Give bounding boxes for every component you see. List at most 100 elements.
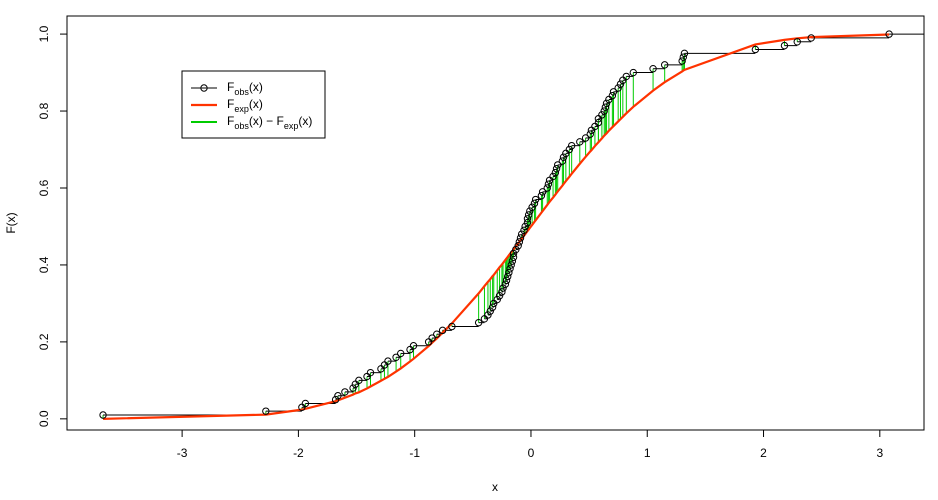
observed-point (334, 392, 342, 400)
x-tick-label: 2 (760, 446, 767, 460)
y-tick-label: 1.0 (37, 25, 51, 42)
observed-point (552, 165, 561, 173)
observed-point (565, 145, 574, 154)
observed-point (514, 242, 522, 250)
plot-frame (66, 15, 925, 431)
observed-point (474, 318, 483, 327)
observed-point (517, 230, 526, 238)
legend-point (200, 84, 208, 92)
legend-label: Fobs(x) (227, 80, 263, 97)
observed-point (649, 65, 657, 73)
observed-point (498, 288, 506, 296)
observed-point (484, 311, 492, 319)
observed-point (559, 153, 568, 161)
observed-point (341, 388, 349, 396)
y-tick-label: 0.6 (37, 179, 51, 196)
x-tick-label: 1 (644, 446, 651, 460)
observed-point (622, 72, 631, 81)
observed-point (502, 276, 511, 285)
observed-point (520, 226, 528, 235)
observed-point (600, 107, 608, 115)
observed-point (551, 168, 560, 177)
observed-point (614, 84, 622, 92)
observed-point (793, 38, 801, 46)
observed-point (512, 245, 520, 254)
observed-point (366, 368, 375, 377)
observed-point (523, 218, 532, 227)
observed-point (384, 357, 392, 365)
observed-point (504, 272, 512, 281)
observed-point (567, 141, 576, 150)
observed-point (609, 88, 618, 96)
observed-point (99, 411, 107, 419)
observed-point (679, 53, 687, 61)
y-tick-label: 0.8 (37, 102, 51, 119)
observed-point (508, 257, 517, 265)
observed-point (581, 134, 590, 142)
observed-point (428, 334, 436, 342)
legend-label: Fobs(x) − Fexp(x) (227, 114, 312, 131)
observed-point (629, 68, 637, 77)
y-tick-label: 0.0 (37, 410, 51, 427)
x-tick-label: -1 (409, 446, 420, 460)
observed-point (538, 188, 547, 196)
observed-point (537, 191, 546, 200)
observed-point (505, 268, 513, 277)
observed-point (594, 118, 603, 127)
observed-point (544, 180, 553, 188)
observed-point (262, 407, 270, 415)
observed-point (586, 130, 594, 138)
x-tick-label: 3 (876, 446, 883, 460)
observed-point (680, 49, 689, 58)
y-tick-label: 0.2 (37, 333, 51, 350)
observed-point (409, 342, 418, 350)
observed-point (554, 161, 562, 169)
y-axis-label: F(x) (4, 212, 18, 233)
observed-point (515, 238, 524, 246)
observed-point (392, 353, 400, 361)
observed-point (501, 280, 510, 288)
observed-point (608, 91, 617, 100)
observed-point (616, 80, 625, 88)
observed-point (558, 157, 567, 165)
x-tick-label: -3 (177, 446, 188, 460)
observed-point (660, 61, 669, 69)
observed-point (349, 384, 357, 392)
observed-point (807, 34, 815, 42)
observed-point (524, 211, 533, 219)
observed-point (499, 284, 507, 292)
observed-point (495, 292, 504, 300)
observed-point (885, 30, 893, 38)
observed-point (780, 41, 789, 50)
observed-point (528, 203, 536, 211)
observed-point (543, 184, 551, 192)
observed-point (507, 261, 515, 269)
x-axis-label: x (492, 480, 498, 494)
observed-point (301, 399, 310, 408)
x-tick-label: 0 (528, 446, 535, 460)
observed-point (493, 295, 501, 304)
observed-point (355, 376, 363, 385)
observed-point (516, 234, 525, 242)
observed-point (549, 172, 557, 181)
observed-point (678, 57, 686, 65)
observed-point (601, 103, 610, 111)
observed-point (509, 253, 518, 261)
observed-point (488, 303, 497, 311)
x-tick-label: -2 (293, 446, 304, 460)
observed-point (331, 395, 340, 404)
observed-point (530, 199, 539, 208)
observed-point (486, 307, 494, 315)
observed-point (523, 215, 532, 223)
observed-point (531, 195, 540, 204)
observed-point (751, 45, 760, 54)
observed-point (438, 326, 447, 335)
observed-point (526, 207, 534, 215)
observed-point (602, 99, 611, 108)
observed-point (448, 322, 456, 331)
observed-point (506, 265, 514, 273)
legend-label: Fexp(x) (227, 97, 263, 114)
observed-point (397, 349, 405, 358)
observed-point (598, 111, 606, 119)
